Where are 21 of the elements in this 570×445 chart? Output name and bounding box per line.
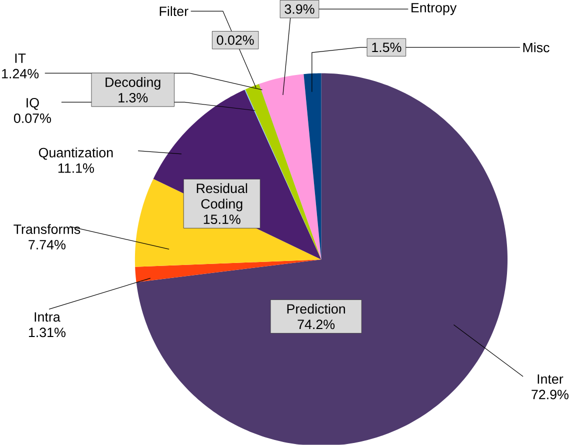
slice-label: Quantization (38, 148, 113, 160)
data-label: 3.9% (284, 4, 314, 14)
slice-label: Intra (34, 312, 60, 322)
data-label: 0.07% (14, 114, 51, 124)
text: Residual Coding 15.1% (196, 183, 248, 224)
slice-label: IQ (26, 98, 39, 110)
slice-label: Filter (160, 6, 188, 16)
data-label: 11.1% (58, 164, 94, 173)
slice-label: Entropy (412, 3, 457, 16)
slice-label: Transforms (14, 224, 80, 234)
slice-label: Inter (538, 374, 564, 384)
data-label: 0.02% (216, 35, 254, 45)
data-label: 7.74% (28, 240, 66, 250)
slice-label: IT (15, 54, 26, 63)
data-label: 1.5% (372, 42, 402, 52)
slice-label: Misc (523, 42, 550, 52)
text: Decoding 1.3% (106, 77, 160, 103)
text: Prediction 74.2% (287, 304, 345, 330)
data-label: 72.9% (532, 390, 568, 400)
data-label: 1.24% (2, 69, 39, 78)
data-label: 1.31% (28, 328, 66, 338)
